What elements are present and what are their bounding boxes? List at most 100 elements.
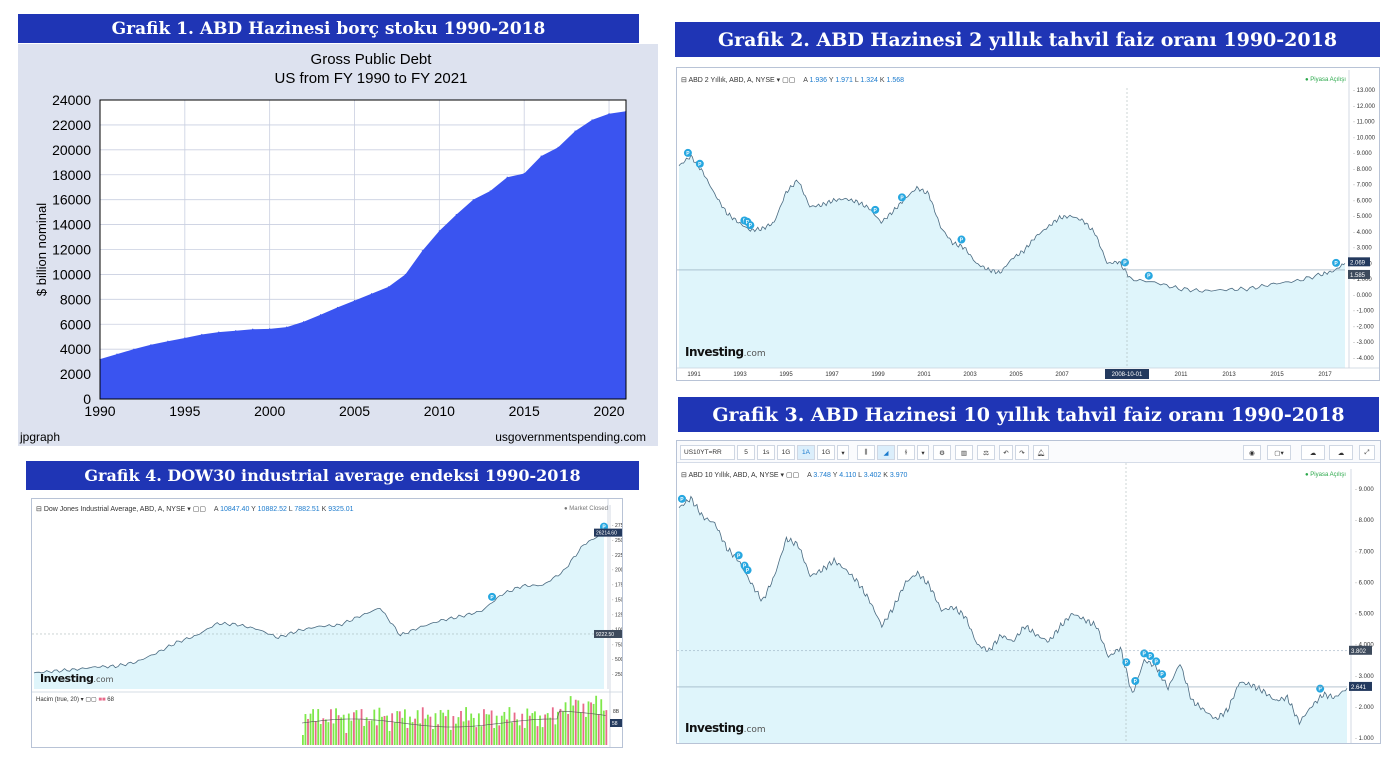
volume-bar bbox=[432, 729, 434, 745]
event-marker-label: P bbox=[680, 497, 684, 503]
chart4-banner: Grafik 4. DOW30 industrial average endek… bbox=[26, 461, 639, 490]
debt-data-point bbox=[608, 113, 610, 115]
volume-bar bbox=[480, 726, 483, 745]
interval-5-button[interactable]: 5 bbox=[737, 445, 755, 460]
event-marker-label: P bbox=[1160, 672, 1164, 678]
chart1-panel: 0 2000 4000 6000 8000 10000 12000 14000 16000 180… bbox=[18, 44, 658, 446]
event-marker-label: P bbox=[900, 195, 904, 201]
volume-bar bbox=[414, 718, 416, 745]
alert-bell-icon[interactable]: 🔔︎ bbox=[1033, 445, 1049, 460]
volume-bar bbox=[375, 725, 378, 745]
debt-data-point bbox=[353, 299, 356, 302]
event-marker bbox=[1332, 258, 1341, 267]
volume-bar bbox=[409, 716, 411, 745]
debt-data-point bbox=[455, 214, 457, 216]
interval-1g-button[interactable]: 1G bbox=[777, 445, 795, 460]
volume-bar bbox=[365, 717, 368, 745]
bar-style-icon[interactable]: ⫼ bbox=[857, 445, 875, 460]
volume-bar bbox=[511, 722, 513, 745]
undo-icon[interactable]: ↶ bbox=[999, 445, 1013, 460]
x-tick-label: 2005 bbox=[339, 403, 370, 419]
volume-bar bbox=[345, 732, 348, 745]
volume-bar bbox=[569, 696, 572, 745]
volume-bar bbox=[444, 716, 447, 745]
volume-bar bbox=[477, 713, 480, 745]
template-icon[interactable]: ▢▾ bbox=[1267, 445, 1291, 460]
indicators-icon[interactable]: ⫳ bbox=[897, 445, 915, 460]
volume-tag: 58 bbox=[612, 721, 618, 727]
area-fill bbox=[679, 154, 1345, 368]
price-tick-label: · 12500.00 bbox=[612, 612, 622, 618]
volume-tag-bg bbox=[610, 719, 622, 727]
volume-bar bbox=[523, 727, 526, 745]
interval-dropdown-icon[interactable]: ▾ bbox=[837, 445, 849, 460]
interval-1a-button[interactable]: 1A bbox=[797, 445, 815, 460]
camera-icon[interactable]: ◉ bbox=[1243, 445, 1261, 460]
volume-bar bbox=[539, 715, 541, 745]
debt-data-point bbox=[489, 190, 491, 192]
area-style-icon[interactable]: ◢ bbox=[877, 445, 895, 460]
chart3-panel: US10YT=RR 5 1s 1G 1A 1G ▾ ⫼ ◢ ⫳ ▾ ⚙ ▥ ⚖ … bbox=[676, 440, 1381, 744]
volume-bar bbox=[391, 713, 394, 745]
price-tick-label: · 10.000 bbox=[1353, 135, 1376, 141]
cloud-load-icon[interactable]: ☁ bbox=[1301, 445, 1325, 460]
price-tick-label: · 3.000 bbox=[1355, 674, 1374, 680]
price-tick-label: · 3.000 bbox=[1353, 246, 1372, 252]
y-tick-label: 8000 bbox=[60, 291, 91, 307]
volume-bar bbox=[347, 713, 350, 745]
price-tag: 3.802 bbox=[1351, 649, 1367, 655]
price-line bbox=[678, 154, 1346, 293]
volume-bar bbox=[363, 725, 365, 745]
price-tick-label: · 7.000 bbox=[1355, 549, 1374, 555]
time-tick-label: 1999 bbox=[871, 372, 885, 378]
volume-bar bbox=[429, 716, 432, 745]
redo-icon[interactable]: ↷ bbox=[1015, 445, 1029, 460]
event-marker bbox=[734, 551, 743, 560]
compare-icon[interactable]: ▥ bbox=[955, 445, 973, 460]
price-tag-bg bbox=[1348, 257, 1370, 267]
indicator-dropdown-icon[interactable]: ▾ bbox=[917, 445, 929, 460]
price-tag: 2.641 bbox=[1351, 685, 1367, 691]
interval-1g-alt-button[interactable]: 1G bbox=[817, 445, 835, 460]
price-tick-label: · 9.000 bbox=[1355, 487, 1374, 493]
event-marker-label: P bbox=[746, 568, 750, 574]
debt-data-point bbox=[523, 172, 525, 175]
volume-bar bbox=[531, 713, 534, 745]
y-tick-label: 2000 bbox=[60, 366, 91, 382]
us10y-title: ABD 10 Yıllık, ABD, A, NYSE bbox=[688, 472, 779, 479]
volume-bar bbox=[508, 707, 511, 745]
plot-border bbox=[99, 99, 627, 400]
volume-bar bbox=[592, 703, 595, 745]
event-marker bbox=[683, 148, 692, 157]
volume-bar bbox=[549, 717, 552, 745]
scale-icon[interactable]: ⚖ bbox=[977, 445, 995, 460]
volume-bar bbox=[358, 719, 360, 745]
volume-header: Hacim (true, 20) ▾ ▢▢ ■■ 68 bbox=[36, 697, 114, 703]
price-tag: 1.585 bbox=[1350, 273, 1366, 279]
event-marker-label: P bbox=[1318, 687, 1322, 693]
interval-1s-button[interactable]: 1s bbox=[757, 445, 775, 460]
debt-data-point bbox=[286, 326, 288, 328]
volume-bar bbox=[383, 715, 386, 745]
cloud-save-icon[interactable]: ☁ bbox=[1329, 445, 1353, 460]
volume-bar bbox=[579, 712, 582, 745]
fullscreen-icon[interactable]: ⤢ bbox=[1359, 445, 1375, 460]
debt-data-point bbox=[506, 176, 508, 178]
investing-logo: Investing.com bbox=[40, 672, 114, 685]
debt-area-series bbox=[100, 111, 626, 400]
volume-bar bbox=[314, 721, 317, 745]
symbol-input[interactable]: US10YT=RR bbox=[680, 445, 735, 460]
chart1-banner: Grafik 1. ABD Hazinesi borç stoku 1990-2… bbox=[18, 14, 639, 43]
volume-bar bbox=[506, 719, 508, 745]
y-tick-label: 4000 bbox=[60, 341, 91, 357]
volume-bar bbox=[585, 716, 587, 745]
price-tick-label: · 13.000 bbox=[1353, 88, 1376, 94]
footer-source: usgovernmentspending.com bbox=[495, 430, 646, 444]
settings-gear-icon[interactable]: ⚙ bbox=[933, 445, 951, 460]
chart3-banner: Grafik 3. ABD Hazinesi 10 yıllık tahvil … bbox=[678, 397, 1379, 432]
event-marker-label: P bbox=[1125, 660, 1129, 666]
time-tick-label: 2015 bbox=[1270, 372, 1284, 378]
price-tick-label: · 9.000 bbox=[1353, 151, 1372, 157]
volume-bar bbox=[353, 712, 355, 745]
volume-bar bbox=[559, 708, 562, 745]
